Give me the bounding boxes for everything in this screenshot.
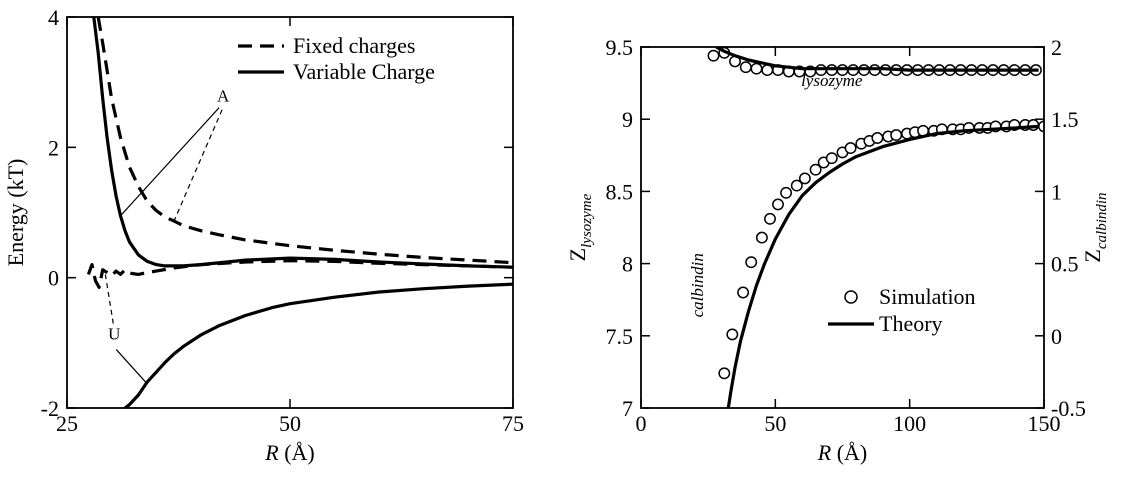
- y-tick-label-left: 8.5: [606, 179, 634, 204]
- y-axis-base: Z: [565, 248, 590, 261]
- data-point-calbindin-simulation: [718, 367, 731, 380]
- y-tick-label-left: 8: [622, 252, 633, 277]
- annotation-leader-solid: [120, 107, 220, 217]
- annotation-leader-dashed: [104, 274, 114, 324]
- annotation-label: lysozyme: [801, 71, 863, 90]
- x-tick-label: 100: [893, 411, 926, 436]
- data-point-calbindin-simulation: [1038, 120, 1044, 133]
- plot-frame: [640, 46, 1045, 409]
- data-point-calbindin-simulation: [764, 212, 776, 225]
- legend-label: Simulation: [879, 284, 976, 309]
- data-point-calbindin-simulation: [726, 328, 739, 341]
- y-axis-title-left: Zlysozyme: [565, 193, 595, 261]
- y-axis-subscript: lysozyme: [579, 193, 595, 247]
- data-point-calbindin-simulation: [890, 129, 903, 142]
- y-tick-label-right: 2: [1051, 35, 1062, 60]
- annotation-label: U: [108, 325, 120, 344]
- data-point-calbindin-simulation: [790, 179, 803, 192]
- y-tick-label: -2: [41, 396, 59, 421]
- data-point-calbindin-simulation: [844, 142, 857, 155]
- annotation-label: A: [217, 87, 230, 106]
- x-axis-unit: (Å): [279, 440, 315, 465]
- x-axis-title: R (Å): [817, 440, 868, 465]
- y-tick-label: 0: [48, 266, 59, 291]
- x-tick-label: 50: [764, 411, 786, 436]
- x-axis-title: R (Å): [264, 440, 315, 465]
- plot-frame: [66, 16, 514, 409]
- charge-chart: 0 50 100 150 7 7.5 8 8.5 9 9.5 -0.5 0 0.5 1 1.5 2 lysozy…: [565, 35, 1110, 465]
- y-axis-base: Z: [1080, 249, 1105, 262]
- y-tick-label-right: 1: [1051, 179, 1062, 204]
- y-axis-title: Energy (kT): [3, 159, 28, 267]
- y-tick-label-right: -0.5: [1051, 396, 1086, 421]
- legend-label: Fixed charges: [293, 33, 415, 58]
- annotation-label: calbindin: [688, 253, 707, 317]
- data-point-calbindin-simulation: [798, 172, 811, 185]
- annotation-leader-solid: [115, 349, 146, 383]
- series-line-A-fixed: [96, 17, 513, 265]
- y-axis-subscript: calbindin: [1094, 192, 1110, 249]
- series-line-U-variable: [124, 282, 513, 408]
- annotation-leader-dashed: [173, 109, 223, 222]
- x-axis-symbol: R: [817, 440, 832, 465]
- series-group: [707, 47, 1044, 408]
- data-point-lysozyme-simulation: [707, 49, 720, 62]
- y-axis-title-right: Zcalbindin: [1080, 192, 1110, 262]
- x-tick-label: 25: [56, 411, 78, 436]
- y-tick-label: 2: [48, 135, 59, 160]
- data-point-calbindin-simulation: [825, 152, 838, 165]
- y-tick-label: 4: [48, 5, 59, 30]
- data-point-calbindin-simulation: [755, 231, 768, 244]
- x-axis-symbol: R: [264, 440, 279, 465]
- y-tick-label-left: 9: [622, 107, 633, 132]
- data-point-calbindin-simulation: [809, 163, 822, 176]
- data-point-lysozyme-simulation: [750, 62, 763, 75]
- y-tick-label-left: 7.5: [606, 324, 634, 349]
- y-tick-label-left: 7: [622, 396, 633, 421]
- x-axis-unit: (Å): [831, 440, 867, 465]
- series-group: [86, 17, 513, 408]
- y-tick-label-left: 9.5: [606, 35, 634, 60]
- series-line-lysozyme-theory: [715, 47, 1039, 72]
- data-point-calbindin-simulation: [772, 198, 784, 211]
- data-point-lysozyme-simulation: [739, 61, 752, 74]
- series-line-calbindin-theory: [726, 124, 1039, 408]
- x-tick-label: 0: [636, 411, 647, 436]
- legend-label: Variable Charge: [293, 59, 435, 84]
- y-tick-label-right: 1.5: [1051, 107, 1079, 132]
- data-point-calbindin-simulation: [871, 132, 884, 144]
- data-point-calbindin-simulation: [737, 286, 750, 299]
- legend-swatch: [844, 290, 858, 304]
- data-point-calbindin-simulation: [780, 186, 793, 199]
- x-tick-label: 50: [279, 411, 301, 436]
- series-line-A-variable: [92, 17, 513, 269]
- x-tick-label: 150: [1028, 411, 1061, 436]
- series-line-U-fixed: [86, 259, 513, 289]
- y-tick-label-right: 0.5: [1051, 252, 1079, 277]
- legend-label: Theory: [879, 311, 943, 336]
- x-tick-label: 75: [502, 411, 524, 436]
- data-point-calbindin-simulation: [745, 256, 758, 269]
- y-tick-label-right: 0: [1051, 324, 1062, 349]
